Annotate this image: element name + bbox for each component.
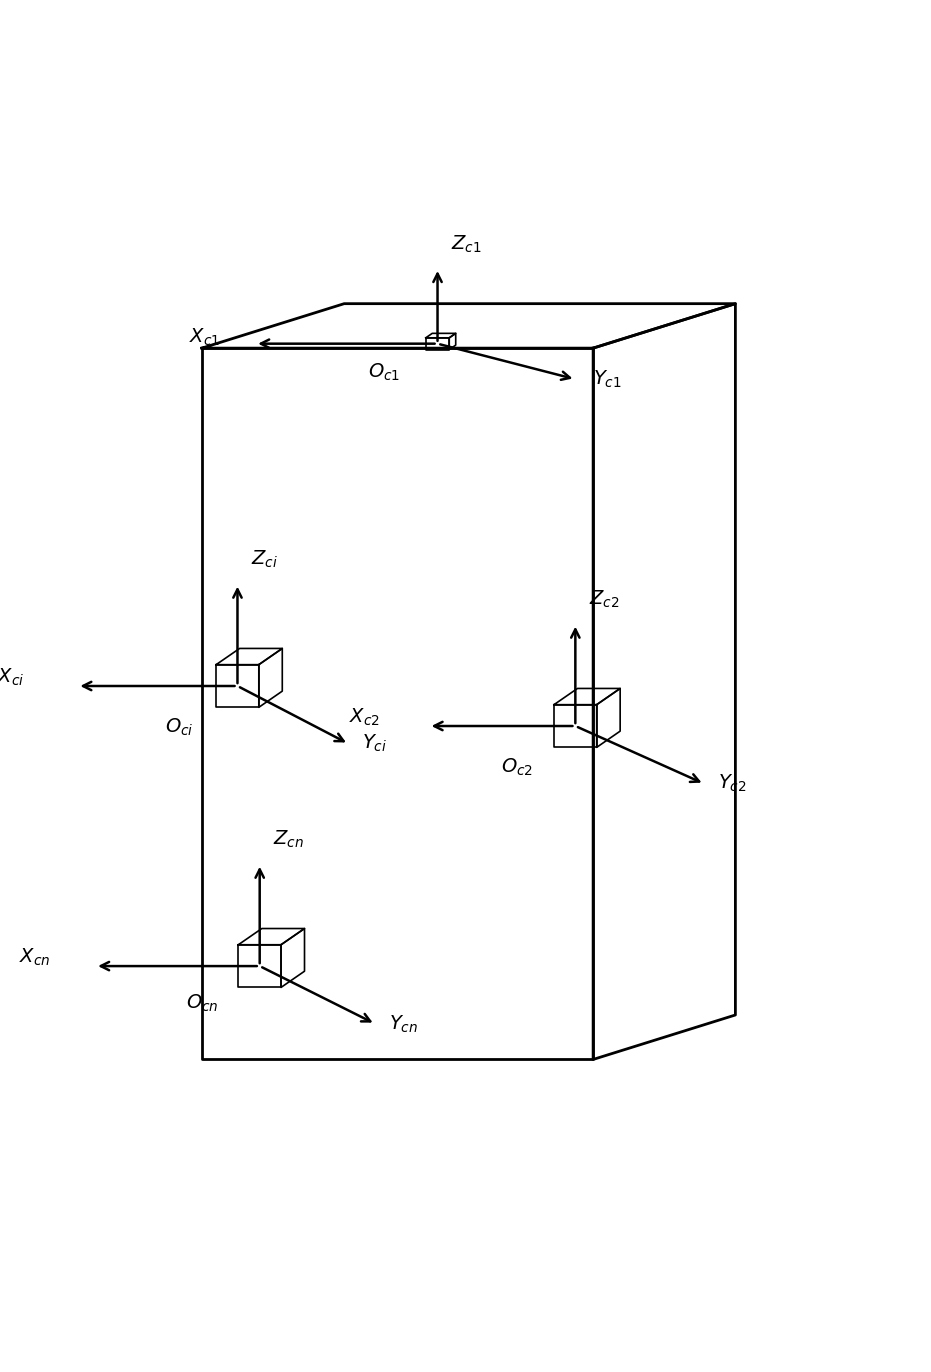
Text: $X_{c1}$: $X_{c1}$	[189, 327, 220, 348]
Text: $Z_{cn}$: $Z_{cn}$	[273, 829, 304, 851]
Text: $O_{c2}$: $O_{c2}$	[502, 757, 533, 778]
Text: $O_{c1}$: $O_{c1}$	[368, 361, 400, 383]
Text: $X_{c2}$: $X_{c2}$	[349, 707, 380, 727]
Text: $Z_{c1}$: $Z_{c1}$	[451, 233, 481, 255]
Text: $O_{cn}$: $O_{cn}$	[185, 993, 218, 1014]
Text: $X_{cn}$: $X_{cn}$	[20, 947, 51, 967]
Text: $Y_{cn}$: $Y_{cn}$	[388, 1014, 418, 1034]
Text: $X_{ci}$: $X_{ci}$	[0, 667, 24, 687]
Text: $Z_{c2}$: $Z_{c2}$	[588, 589, 619, 611]
Text: $Y_{c1}$: $Y_{c1}$	[593, 369, 622, 390]
Text: $Y_{c2}$: $Y_{c2}$	[718, 774, 747, 794]
Text: $O_{ci}$: $O_{ci}$	[166, 718, 194, 738]
Text: $Y_{ci}$: $Y_{ci}$	[362, 733, 387, 755]
Text: $Z_{ci}$: $Z_{ci}$	[250, 549, 277, 571]
